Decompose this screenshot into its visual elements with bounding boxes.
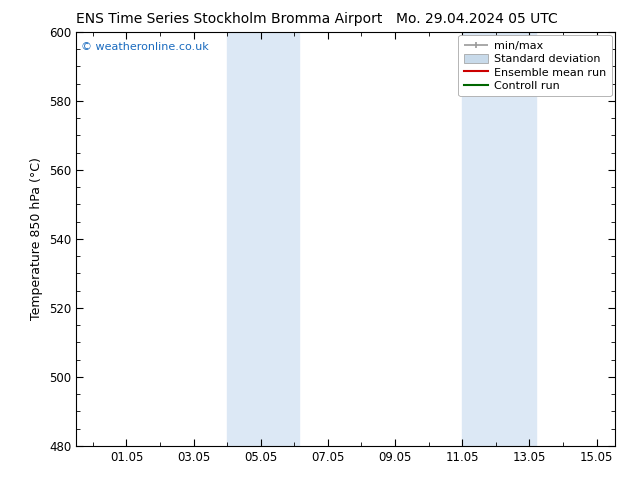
Bar	[227, 32, 299, 446]
Text: ENS Time Series Stockholm Bromma Airport: ENS Time Series Stockholm Bromma Airport	[76, 12, 382, 26]
Text: © weatheronline.co.uk: © weatheronline.co.uk	[81, 42, 209, 52]
Y-axis label: Temperature 850 hPa (°C): Temperature 850 hPa (°C)	[30, 157, 43, 320]
Text: Mo. 29.04.2024 05 UTC: Mo. 29.04.2024 05 UTC	[396, 12, 558, 26]
Bar	[462, 32, 536, 446]
Legend: min/max, Standard deviation, Ensemble mean run, Controll run: min/max, Standard deviation, Ensemble me…	[458, 35, 612, 97]
